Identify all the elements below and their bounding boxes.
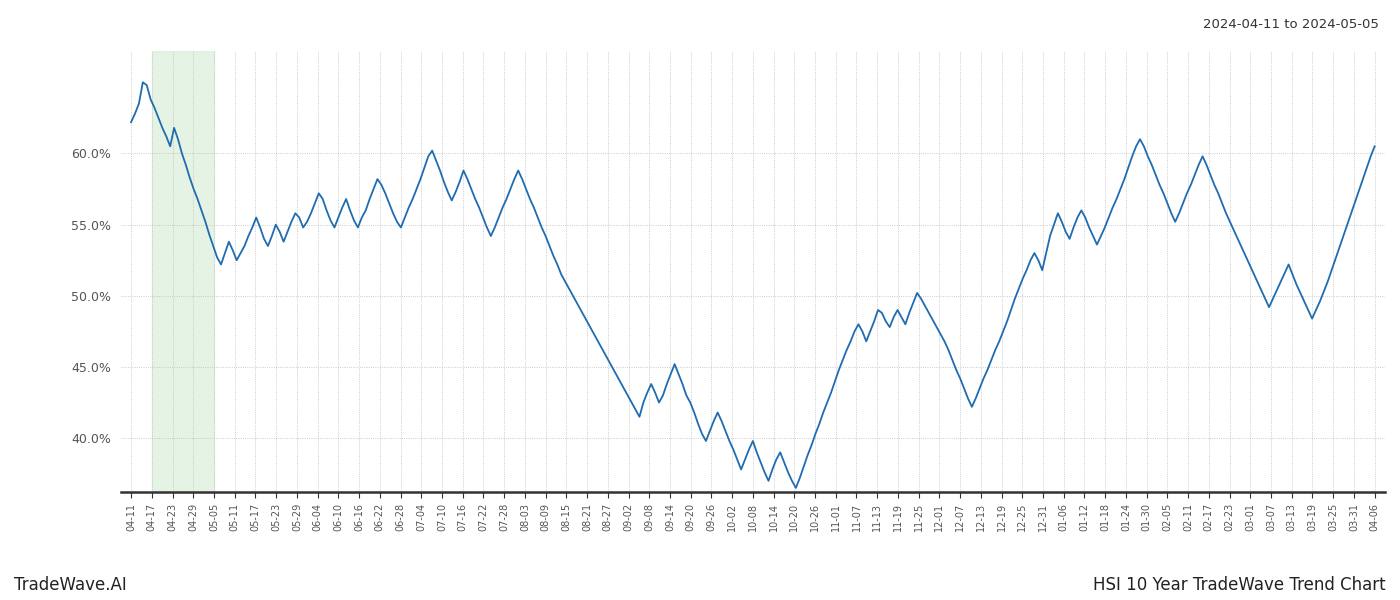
Text: 2024-04-11 to 2024-05-05: 2024-04-11 to 2024-05-05 — [1203, 18, 1379, 31]
Text: TradeWave.AI: TradeWave.AI — [14, 576, 127, 594]
Text: HSI 10 Year TradeWave Trend Chart: HSI 10 Year TradeWave Trend Chart — [1093, 576, 1386, 594]
Bar — [151, 51, 214, 492]
